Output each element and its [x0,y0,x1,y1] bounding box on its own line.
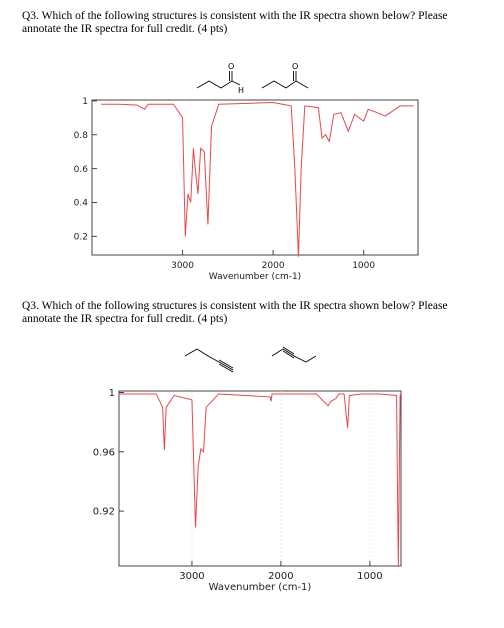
x-axis-label: Wavenumber (cm-1) [209,582,312,593]
structure-butanone: O [261,62,309,89]
spectrum-line [101,102,414,257]
y-tick-label: 1 [82,97,88,107]
structure-pentyne [184,348,234,373]
question-text: Q3. Which of the following structures is… [22,10,448,35]
x-tick-label: 3000 [171,261,194,271]
atom-label: O [292,62,298,71]
y-tick-label: 0.4 [74,199,89,209]
x-tick-label: 2000 [268,571,293,582]
x-axis-label: Wavenumber (cm-1) [209,272,301,282]
plot-frame [91,99,419,256]
atom-label: H [238,86,244,95]
structure-butanal: O H [196,62,244,95]
y-tick-label: 0.92 [93,507,115,518]
x-tick-label: 2000 [262,261,285,271]
y-tick-label: 0.96 [93,447,115,458]
y-tick-label: 0.2 [74,233,88,243]
x-tick-label: 1000 [357,571,382,582]
atom-label: O [228,62,234,71]
x-tick-label: 1000 [352,261,375,271]
structure-2-pentyne [271,346,317,363]
y-tick-label: 0.6 [74,165,89,175]
y-tick-label: 0.8 [74,131,89,141]
plot-frame [118,390,402,567]
x-tick-label: 3000 [179,571,204,582]
question-text: Q3. Which of the following structures is… [22,300,448,325]
spectrum-line [119,393,402,567]
y-tick-label: 1 [109,388,115,399]
